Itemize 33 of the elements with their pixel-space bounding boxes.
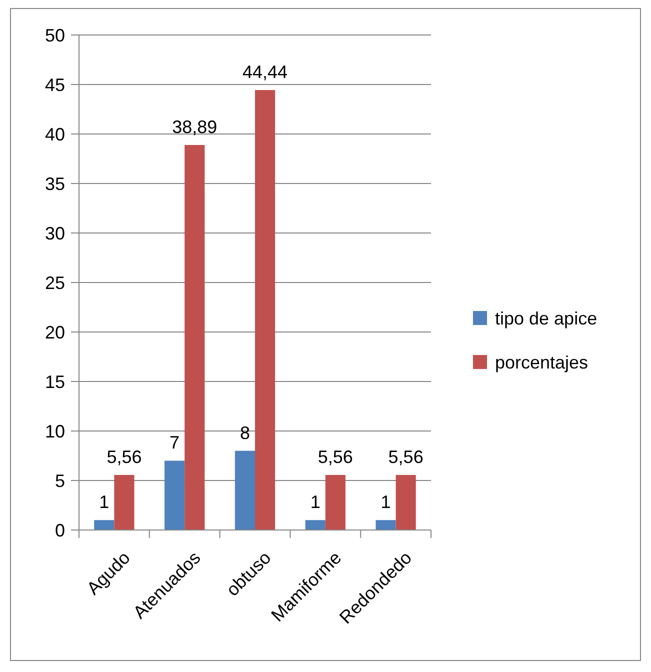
- bar: [114, 474, 134, 530]
- data-label: 8: [240, 422, 250, 443]
- bar: [325, 474, 346, 530]
- y-tick-label: 15: [44, 372, 65, 392]
- bar: [255, 90, 276, 530]
- bar: [164, 460, 185, 530]
- bar: [184, 144, 205, 530]
- y-tick-label: 45: [44, 74, 65, 95]
- legend-label: porcentajes: [495, 352, 588, 372]
- data-label: 44,44: [242, 62, 288, 82]
- y-tick-label: 30: [44, 223, 65, 244]
- data-label: 1: [99, 492, 110, 512]
- data-label: 38,89: [172, 116, 218, 137]
- bar: [94, 520, 114, 530]
- y-tick-label: 25: [44, 272, 65, 293]
- bar: [234, 450, 255, 530]
- y-tick-label: 50: [44, 25, 65, 46]
- data-label: 5,56: [318, 446, 353, 467]
- y-tick-label: 0: [54, 520, 65, 540]
- y-tick-label: 10: [44, 421, 65, 442]
- y-tick-label: 20: [44, 322, 65, 342]
- y-tick-label: 35: [44, 174, 65, 194]
- y-tick-label: 40: [44, 124, 65, 144]
- legend-label: tipo de apice: [495, 308, 598, 328]
- data-label: 7: [170, 432, 180, 453]
- data-label: 1: [380, 492, 391, 512]
- bar: [305, 520, 326, 530]
- y-tick-label: 5: [54, 470, 65, 491]
- data-label: 5,56: [106, 446, 142, 467]
- data-label: 5,56: [388, 446, 424, 467]
- data-label: 1: [310, 492, 320, 512]
- bar: [376, 520, 396, 530]
- bar: [396, 474, 416, 530]
